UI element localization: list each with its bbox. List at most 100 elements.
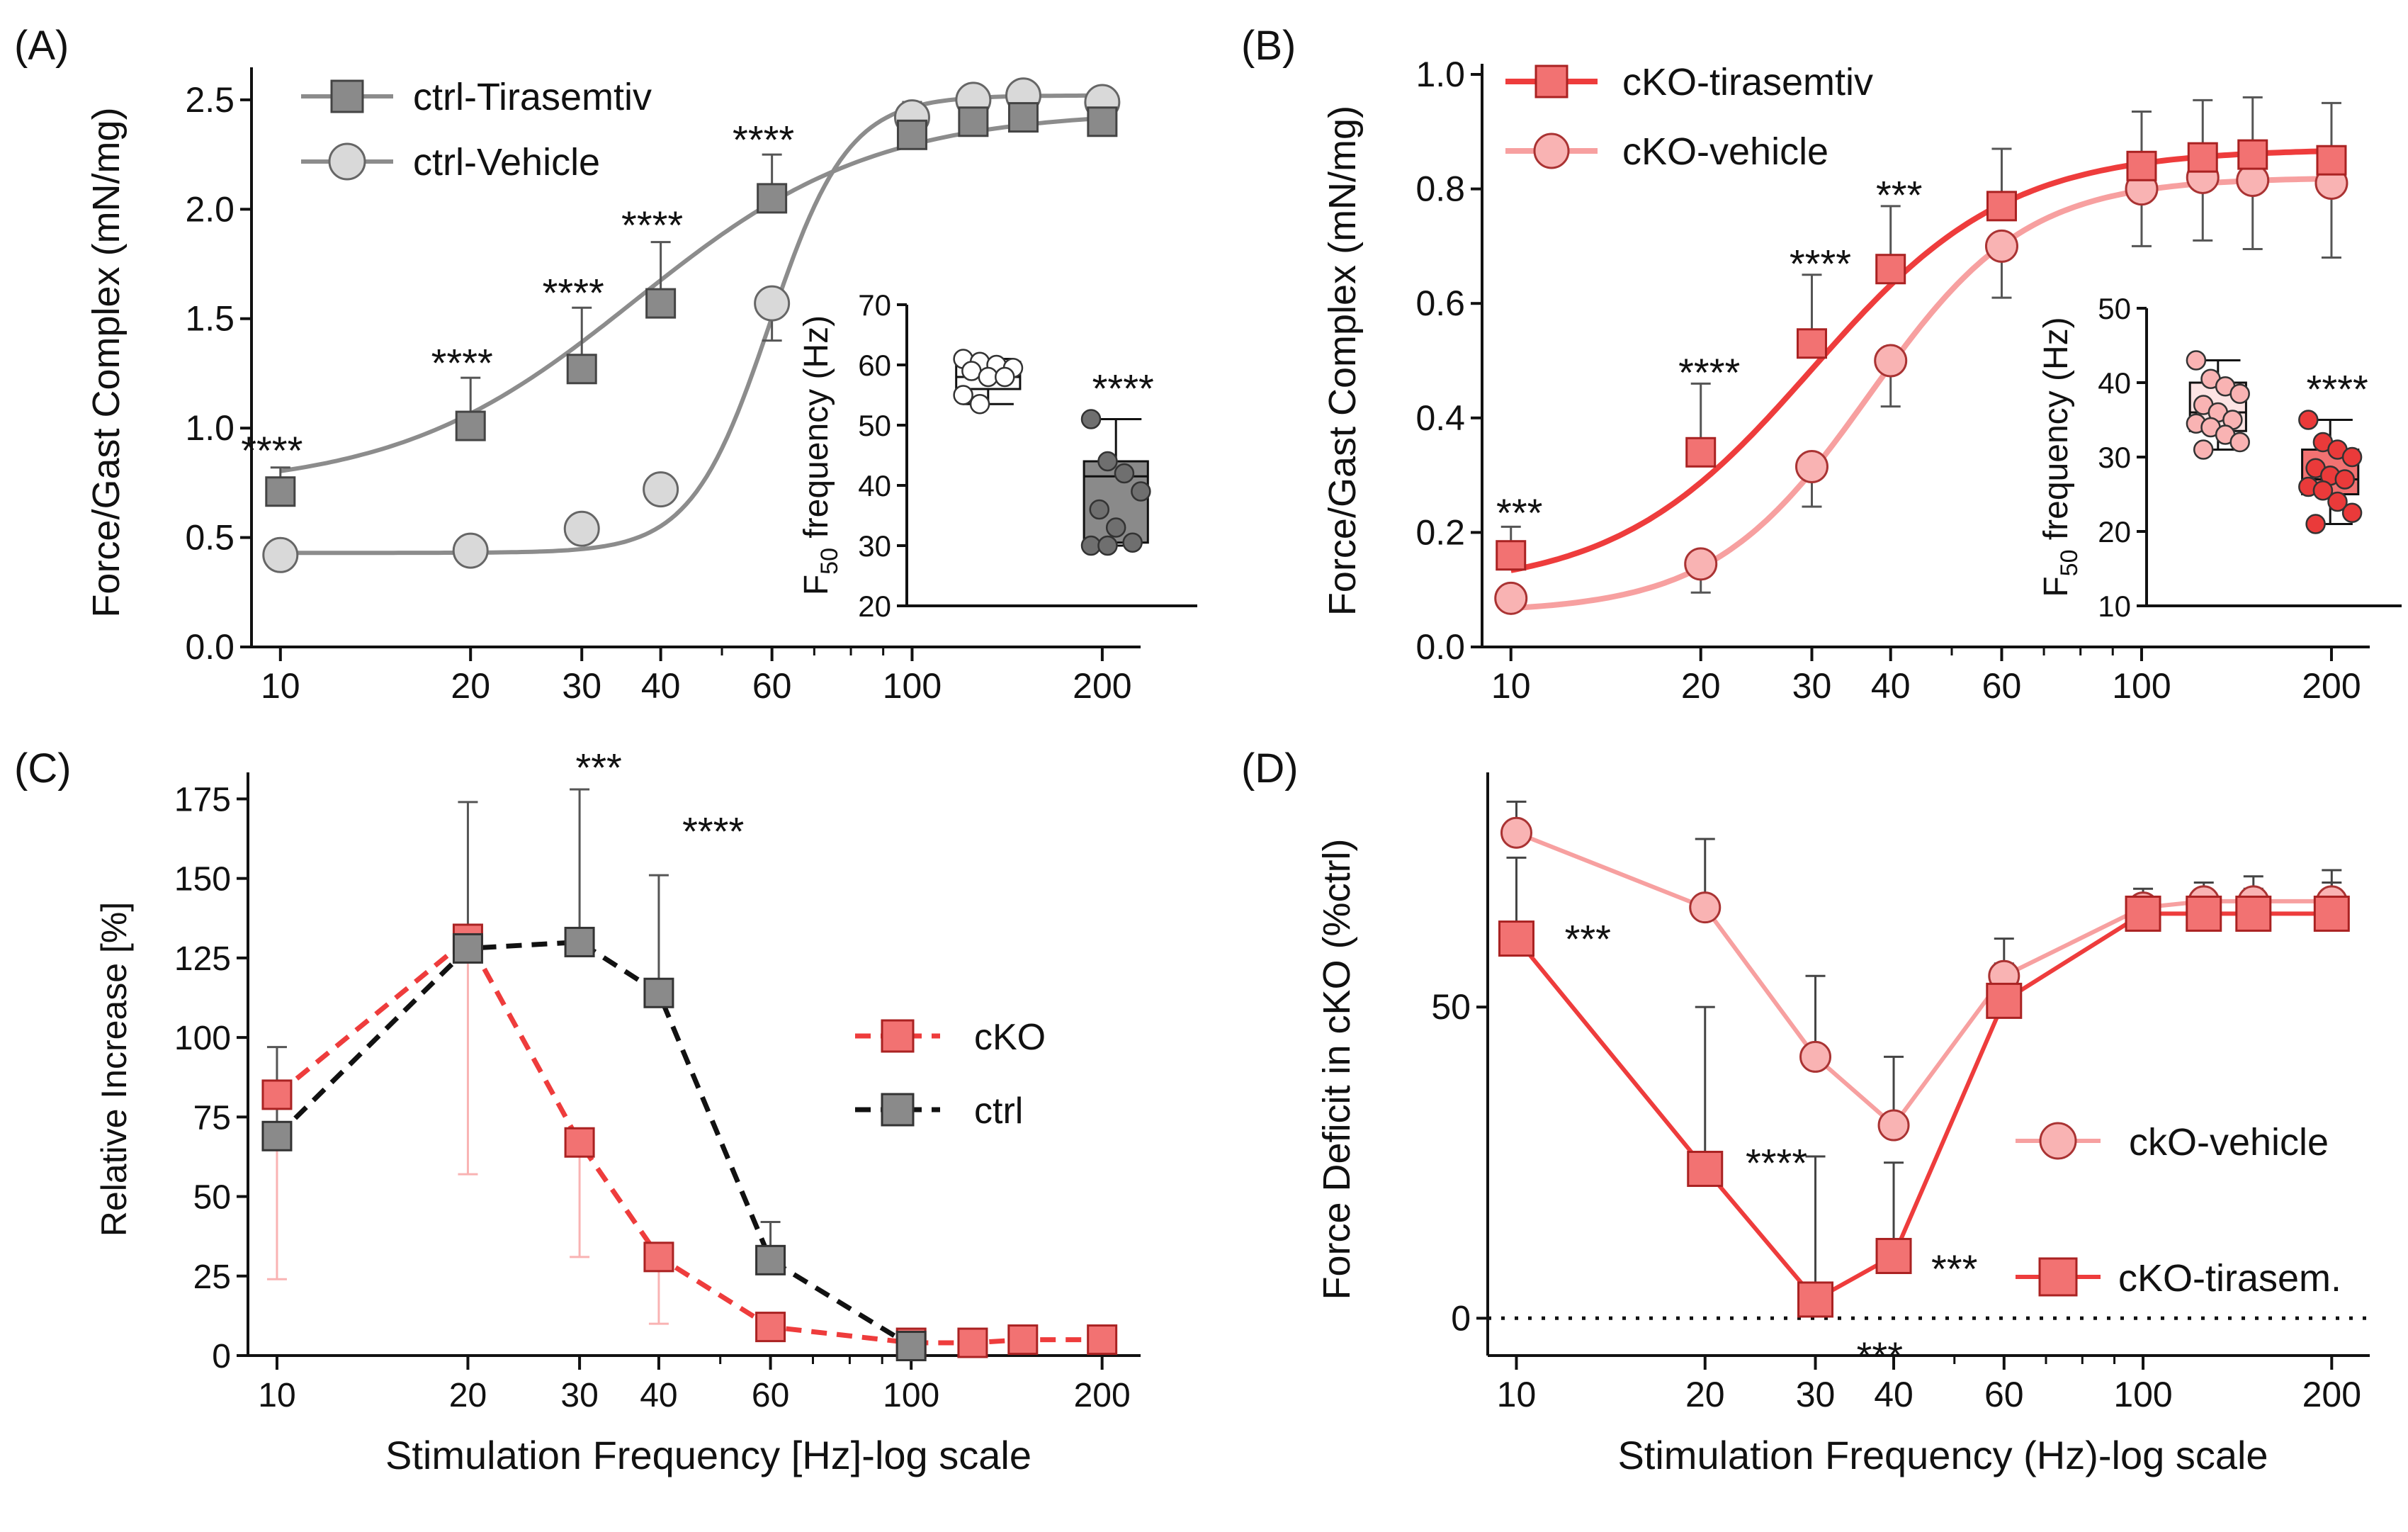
fit-line-ctrl-vehicle [280, 93, 1102, 556]
point-ctrl-vehicle [563, 510, 600, 547]
line-ctrl [275, 939, 913, 1348]
legend-label-ctrl-vehicle: ctrl-Vehicle [413, 141, 600, 184]
x-tick-label: 30 [1792, 666, 1832, 706]
inset-y-tick-label: 50 [858, 409, 891, 442]
point-cko [1087, 1324, 1118, 1356]
box-point [2229, 383, 2250, 404]
point-cko-tirasem [2235, 895, 2272, 932]
point-cko-vehicle [1794, 449, 1828, 483]
point-ctrl [452, 933, 483, 964]
inset-y-tick-label: 50 [2098, 292, 2131, 325]
legend-marker-cko [881, 1019, 915, 1053]
y-tick-label: 0.4 [1415, 398, 1465, 438]
significance-stars: **** [1790, 242, 1851, 286]
point-cko-tirasem [1797, 1281, 1834, 1318]
line-cko-vehicle [1515, 830, 2332, 1129]
point-cko-tirasemtiv [1875, 254, 1906, 285]
x-tick-label: 200 [2302, 666, 2361, 706]
legend-label-ctrl: ctrl [974, 1091, 1023, 1132]
significance-stars: **** [1746, 1141, 1807, 1185]
x-tick-label: 40 [1871, 666, 1911, 706]
inset-label-f: F [798, 575, 835, 595]
point-cko [564, 1127, 595, 1158]
panel-label-b: (B) [1241, 23, 1296, 69]
x-tick-label: 30 [1796, 1375, 1836, 1414]
y-tick-label: 100 [174, 1020, 231, 1057]
box-point [1097, 451, 1118, 472]
y-tick-label: 1.0 [185, 408, 234, 448]
point-ctrl [564, 926, 595, 957]
x-tick-label: 40 [1874, 1375, 1914, 1414]
box-point [995, 366, 1015, 388]
point-ctrl-tirasemtiv [757, 183, 788, 214]
significance-stars: **** [621, 203, 683, 247]
inset-label-sub: 50 [2056, 549, 2083, 576]
inset-y-tick-label: 70 [858, 288, 891, 322]
point-cko-tirasemtiv [1685, 436, 1717, 468]
panel-b-chart: 0.0 0.2 0.4 0.6 0.8 1.0 10 20 30 40 60 100 200 Force/… [1321, 55, 2402, 706]
y-tick-label: 2.5 [185, 80, 234, 120]
point-cko-tirasemtiv [2237, 139, 2268, 170]
x-tick-label: 10 [258, 1377, 295, 1414]
line-cko-tirasem [1515, 911, 2332, 1302]
legend-label-cko-vehicle: ckO-vehicle [2129, 1121, 2329, 1164]
inset-y-tick-label: 40 [2098, 366, 2131, 400]
inset-y-tick-label: 40 [858, 469, 891, 502]
legend-label-cko-tirasemtiv: cKO-tirasemtiv [1622, 61, 1873, 103]
point-cko-tirasemtiv [2316, 145, 2347, 176]
y-tick-label: 2.0 [185, 189, 234, 229]
box-point [2341, 502, 2363, 523]
legend-marker-ctrl-vehicle [328, 142, 366, 181]
x-tick-label: 100 [883, 666, 942, 706]
inset-y-tick-label: 60 [858, 349, 891, 382]
inset-y-tick-label: 10 [2098, 590, 2131, 623]
box-point [1131, 481, 1151, 502]
legend-label-cko-vehicle: cKO-vehicle [1622, 130, 1828, 173]
point-ctrl-tirasemtiv [265, 476, 296, 507]
box-point [2186, 350, 2207, 371]
significance-stars: **** [543, 271, 604, 315]
x-tick-label: 100 [2112, 666, 2171, 706]
point-cko-tirasemtiv [2126, 150, 2157, 181]
box-point [1097, 535, 1118, 556]
box-point [2193, 439, 2214, 460]
inset-y-tick-label: 20 [2098, 515, 2131, 548]
point-cko-vehicle [1494, 581, 1528, 615]
inset-a-significance: **** [1092, 366, 1154, 411]
significance-stars: *** [1876, 173, 1922, 218]
point-ctrl-tirasemtiv [896, 119, 927, 150]
box-point [1105, 517, 1126, 538]
box-point [1114, 463, 1135, 484]
significance-stars: *** [1565, 917, 1611, 962]
inset-label-rest: frequency (Hz) [798, 315, 835, 548]
inset-label-f: F [2037, 576, 2075, 597]
significance-stars: *** [1496, 490, 1542, 535]
significance-stars: **** [682, 809, 744, 853]
panel-label-a: (A) [14, 23, 69, 69]
point-ctrl-vehicle [754, 285, 791, 322]
point-ctrl-vehicle [452, 532, 489, 569]
point-cko-tirasem [2186, 895, 2222, 932]
y-tick-label: 125 [174, 940, 231, 978]
box-point [1122, 532, 1143, 553]
x-tick-label: 200 [2302, 1375, 2361, 1414]
legend-marker-cko-tirasemtiv [1534, 64, 1568, 98]
point-cko-vehicle [1799, 1040, 1832, 1073]
point-ctrl-vehicle [643, 471, 679, 508]
x-tick-label: 10 [1497, 1375, 1537, 1414]
panel-label-c: (C) [14, 745, 72, 792]
line-cko [275, 935, 1102, 1346]
y-tick-label: 1.5 [185, 299, 234, 339]
y-tick-label: 50 [1431, 987, 1471, 1027]
x-tick-label: 60 [1982, 666, 2022, 706]
x-tick-label: 10 [261, 666, 300, 706]
box-point [2298, 410, 2319, 430]
box-point [2327, 491, 2348, 512]
significance-stars: **** [431, 341, 493, 385]
point-ctrl [895, 1331, 927, 1362]
inset-b-y-axis-label: F50 frequency (Hz) [2037, 317, 2083, 597]
y-tick-label: 0.5 [185, 518, 234, 558]
y-tick-label: 1.0 [1415, 55, 1465, 94]
point-ctrl-tirasemtiv [1087, 106, 1118, 137]
